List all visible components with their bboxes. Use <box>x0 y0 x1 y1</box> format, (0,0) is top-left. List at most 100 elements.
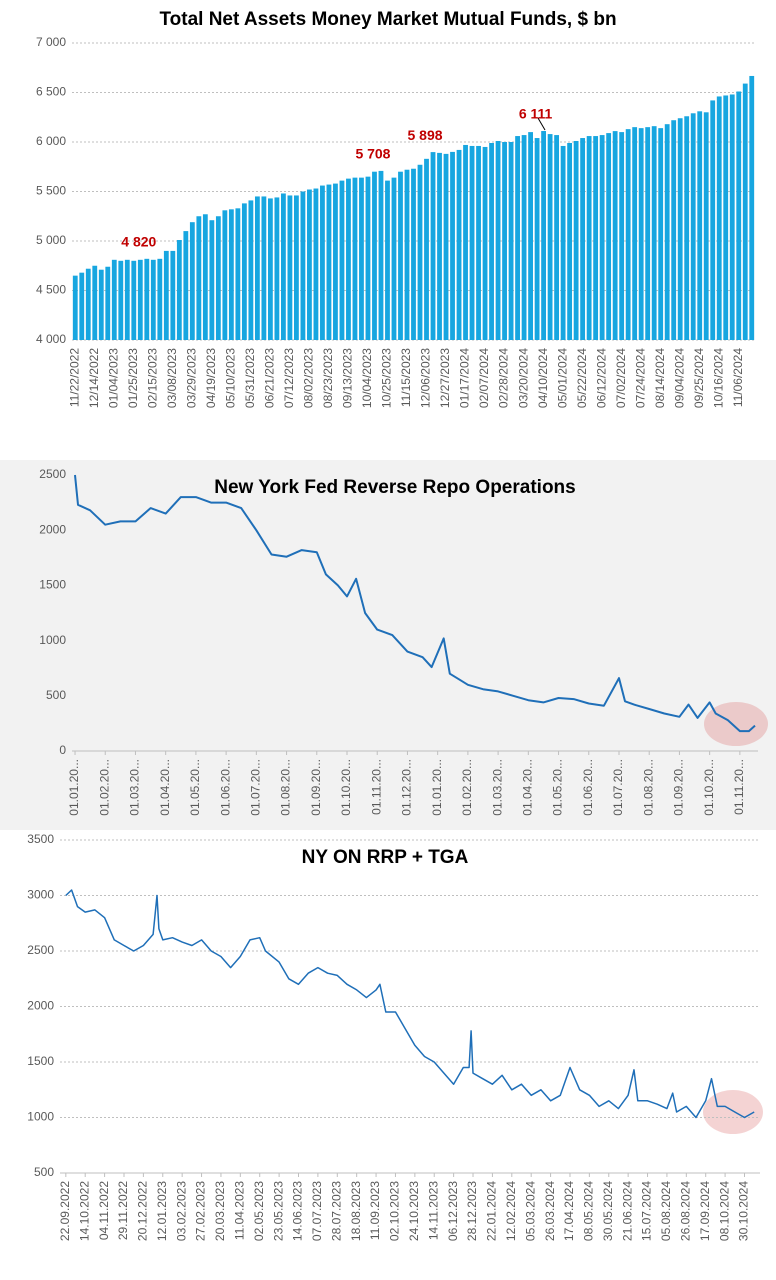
bar <box>567 142 573 340</box>
bar <box>79 272 85 340</box>
x-tick-label: 01.03.20... <box>128 759 142 816</box>
bar <box>150 259 156 340</box>
x-tick-label: 28.07.2023 <box>329 1181 343 1241</box>
bar <box>469 145 475 340</box>
x-tick-label: 01.07.20... <box>249 759 263 816</box>
x-tick-label: 28.12.2023 <box>465 1181 479 1241</box>
x-tick-label: 03.02.2023 <box>174 1181 188 1241</box>
x-tick-label: 12/06/2023 <box>419 348 433 408</box>
x-tick-label: 01.08.20... <box>279 759 293 816</box>
x-tick-label: 07.07.2023 <box>310 1181 324 1241</box>
bar <box>391 177 397 340</box>
bar <box>554 135 560 340</box>
x-tick-label: 01.01.20... <box>67 759 81 816</box>
bar <box>463 144 468 340</box>
x-tick-label: 08/02/2023 <box>302 348 316 408</box>
x-tick-label: 10/25/2023 <box>380 348 394 408</box>
bar <box>398 171 403 340</box>
bar <box>521 135 527 340</box>
x-tick-label: 17.09.2024 <box>698 1181 712 1241</box>
x-tick-label: 02/28/2024 <box>497 348 511 408</box>
bar <box>144 258 150 340</box>
data-label: 4 820 <box>121 234 156 250</box>
x-tick-label: 11.09.2023 <box>368 1181 382 1240</box>
y-tick-label: 2500 <box>39 467 66 481</box>
data-label: 5 708 <box>355 146 390 162</box>
bar <box>105 266 111 340</box>
bar <box>157 258 163 340</box>
bar <box>534 138 540 340</box>
bar <box>599 135 605 340</box>
y-tick-label: 1000 <box>27 1110 54 1124</box>
bar <box>638 128 644 340</box>
bar <box>72 275 78 340</box>
bar <box>274 197 280 340</box>
x-tick-label: 05.08.2024 <box>659 1181 673 1241</box>
bar <box>378 170 384 340</box>
bar <box>573 141 579 340</box>
y-tick-label: 0 <box>59 743 66 757</box>
data-label: 5 898 <box>407 127 442 143</box>
x-tick-label: 04/19/2023 <box>204 348 218 408</box>
x-tick-label: 01.09.20... <box>309 759 323 816</box>
y-tick-label: 3000 <box>27 888 54 902</box>
x-tick-label: 01.12.20... <box>400 759 414 816</box>
x-tick-label: 15.07.2024 <box>640 1181 654 1241</box>
bar <box>736 91 742 340</box>
x-tick-label: 08/14/2024 <box>653 348 667 408</box>
y-tick-label: 1000 <box>39 633 66 647</box>
bar <box>482 146 488 340</box>
bar <box>658 128 664 340</box>
x-tick-label: 05.03.2024 <box>523 1181 537 1241</box>
bar <box>85 268 91 340</box>
bar <box>560 145 566 340</box>
x-tick-label: 29.11.2022 <box>116 1181 130 1240</box>
bar <box>320 185 325 340</box>
bar <box>163 250 169 340</box>
bar <box>729 94 735 340</box>
bar <box>716 96 722 341</box>
y-tick-label: 2500 <box>27 943 54 957</box>
x-tick-label: 24.10.2023 <box>407 1181 421 1241</box>
bar <box>456 149 462 340</box>
x-tick-label: 18.08.2023 <box>349 1181 363 1241</box>
bar <box>547 134 553 340</box>
x-tick-label: 01/25/2023 <box>126 348 140 408</box>
x-tick-label: 10/16/2024 <box>711 348 725 408</box>
bar <box>333 183 338 340</box>
annotation-leader <box>537 117 546 131</box>
x-tick-label: 26.08.2024 <box>678 1181 692 1241</box>
x-tick-label: 07/02/2024 <box>614 348 628 408</box>
bar <box>632 127 638 341</box>
x-tick-label: 11/15/2023 <box>399 348 413 407</box>
y-tick-label: 4 500 <box>36 283 66 297</box>
x-tick-label: 09/13/2023 <box>341 348 355 408</box>
bar <box>215 216 221 340</box>
bar <box>723 95 729 340</box>
x-tick-label: 01.06.20... <box>218 759 232 816</box>
bar <box>365 176 371 340</box>
x-tick-label: 11/22/2022 <box>67 348 81 407</box>
bar <box>541 131 547 340</box>
x-tick-label: 05/22/2024 <box>575 348 589 408</box>
x-tick-label: 02.10.2023 <box>388 1181 402 1241</box>
bar <box>625 129 631 340</box>
bar <box>183 231 189 340</box>
x-tick-label: 11/06/2024 <box>731 348 745 407</box>
y-tick-label: 1500 <box>27 1054 54 1068</box>
y-tick-label: 1500 <box>39 578 66 592</box>
x-tick-label: 11.04.2023 <box>233 1181 247 1240</box>
bar <box>228 209 234 340</box>
bar <box>137 259 143 340</box>
bar <box>437 152 442 340</box>
y-tick-label: 2000 <box>39 522 66 536</box>
bar <box>749 75 755 340</box>
x-tick-label: 07/24/2024 <box>633 348 647 408</box>
x-tick-label: 12.01.2023 <box>155 1181 169 1241</box>
bar <box>495 141 501 340</box>
bar <box>411 168 416 340</box>
x-tick-label: 01.03.20... <box>490 759 504 816</box>
x-tick-label: 05/01/2024 <box>555 348 569 408</box>
bar <box>300 191 306 340</box>
